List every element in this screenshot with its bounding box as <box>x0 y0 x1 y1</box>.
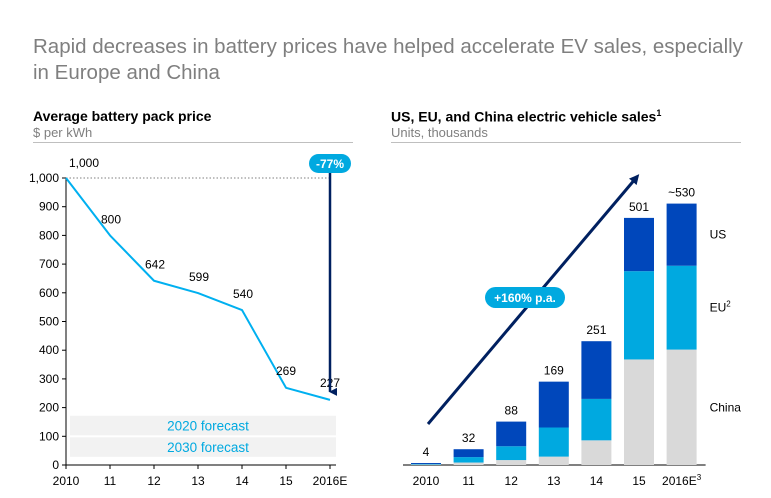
bar-total-label: 169 <box>544 364 564 378</box>
legend-label: US <box>710 228 727 242</box>
bar-segment-eu <box>624 271 654 360</box>
x-tick-label: 13 <box>547 474 561 488</box>
bar-segment-china <box>453 462 484 465</box>
forecast-band <box>70 415 336 436</box>
x-tick-label: 15 <box>279 474 293 488</box>
bar-segment-us <box>538 381 569 428</box>
y-tick-label: 1,000 <box>29 171 59 185</box>
bar-segment-us <box>496 421 527 447</box>
y-tick-label: 500 <box>39 315 59 329</box>
y-tick-label: 0 <box>52 458 59 472</box>
change-badge <box>309 154 351 173</box>
bar-total-label: 88 <box>505 404 519 418</box>
x-tick-label: 11 <box>104 474 117 488</box>
x-tick-label: 13 <box>191 474 205 488</box>
x-tick-label: 2010 <box>53 474 80 488</box>
bar-segment-us <box>666 203 697 266</box>
bar-segment-eu <box>538 427 569 457</box>
bar-segment-us <box>581 341 612 399</box>
page-title: Rapid decreases in battery prices have h… <box>33 35 743 84</box>
right-chart-subtitle: Units, thousands <box>391 125 488 140</box>
y-tick-label: 800 <box>39 228 59 242</box>
forecast-label: 2020 forecast <box>167 419 249 434</box>
x-tick-footnote: 3 <box>697 473 702 482</box>
bar-total-label: 4 <box>423 445 430 459</box>
data-label: 1,000 <box>69 156 99 170</box>
bar-segment-eu <box>496 446 527 461</box>
data-label: 599 <box>189 270 209 284</box>
bar-segment-eu <box>453 457 484 463</box>
bar-total-label: 251 <box>586 323 606 337</box>
x-tick-label: 12 <box>147 474 161 488</box>
bar-segment-china <box>581 440 612 465</box>
right-title-rule <box>391 142 741 143</box>
y-tick-label: 600 <box>39 286 59 300</box>
x-tick-label: 14 <box>235 474 249 488</box>
y-tick-label: 900 <box>39 200 59 214</box>
x-tick-label: 11 <box>462 474 475 488</box>
legend-label: China <box>710 400 742 414</box>
bar-segment-china <box>496 460 527 465</box>
y-tick-label: 100 <box>39 429 59 443</box>
bar-segment-china <box>666 349 697 465</box>
growth-badge <box>485 287 565 308</box>
x-tick-label: 2016E3 <box>662 473 702 488</box>
x-tick-label: 14 <box>590 474 604 488</box>
growth-badge-label: +160% p.a. <box>494 291 556 305</box>
right-chart-title-footnote: 1 <box>656 108 662 118</box>
legend-label: EU2 <box>710 300 732 315</box>
x-tick-label: 2016E <box>313 474 348 488</box>
bar-total-label: ~530 <box>668 186 695 200</box>
ev-sales-chart: 4201032118812169132511450115~5302016E3Ch… <box>403 174 742 488</box>
price-line <box>65 177 331 401</box>
y-tick-label: 400 <box>39 343 59 357</box>
bar-segment-eu <box>666 265 697 350</box>
y-tick-label: 200 <box>39 401 59 415</box>
right-chart-title-text: US, EU, and China electric vehicle sales <box>391 108 657 125</box>
bar-total-label: 501 <box>629 200 649 214</box>
data-label: 540 <box>233 287 253 301</box>
forecast-label: 2030 forecast <box>167 440 249 455</box>
bar-segment-china <box>538 456 569 465</box>
left-chart-subtitle: $ per kWh <box>33 125 93 140</box>
bar-segment-us <box>411 463 441 465</box>
y-tick-label: 300 <box>39 372 59 386</box>
bar-segment-us <box>624 217 654 272</box>
legend-footnote: 2 <box>726 300 731 309</box>
x-tick-label: 15 <box>632 474 646 488</box>
bar-segment-us <box>453 449 484 458</box>
change-badge-label: -77% <box>316 157 344 171</box>
y-tick-label: 700 <box>39 257 59 271</box>
bar-segment-china <box>624 359 654 465</box>
x-tick-label: 12 <box>505 474 519 488</box>
bar-segment-eu <box>581 398 612 441</box>
data-label: 642 <box>145 258 165 272</box>
data-label: 800 <box>101 212 121 226</box>
battery-price-chart: 2020 forecast 2030 forecast 0 100 200 300 400 5… <box>29 154 351 488</box>
data-label: 269 <box>276 364 296 378</box>
right-chart-title: US, EU, and China electric vehicle sales… <box>391 108 661 125</box>
left-chart-title: Average battery pack price <box>33 108 212 124</box>
left-title-rule <box>33 142 353 143</box>
x-tick-label: 2010 <box>413 474 440 488</box>
bar-total-label: 32 <box>462 431 476 445</box>
forecast-band <box>70 437 336 457</box>
